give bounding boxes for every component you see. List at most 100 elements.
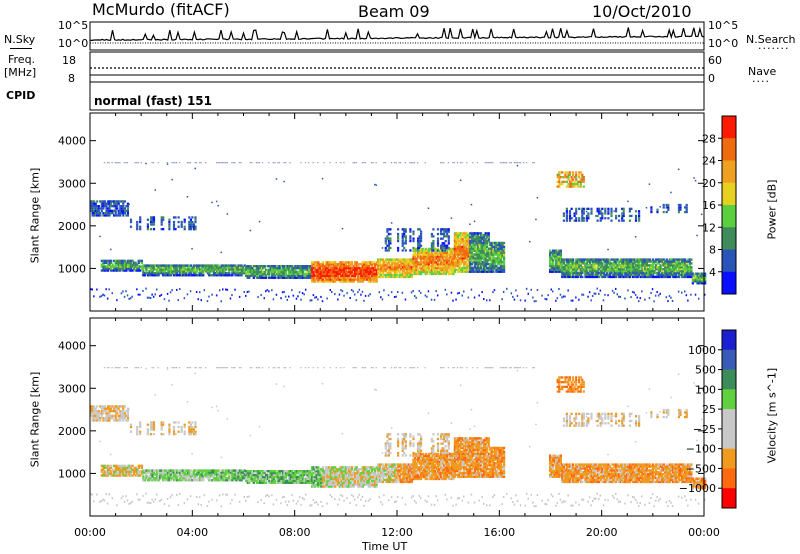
noise-right-tick-top: 10^5 xyxy=(708,19,739,32)
power-cell xyxy=(370,261,374,264)
velocity-cell xyxy=(129,425,133,429)
power-cell xyxy=(493,264,496,268)
power-cell xyxy=(631,262,635,265)
velocity-cell xyxy=(151,479,154,482)
power-cell xyxy=(349,266,352,270)
power-cell xyxy=(312,278,315,281)
power-cell xyxy=(381,258,384,261)
power-cell xyxy=(493,241,496,245)
power-cell xyxy=(484,232,487,235)
velocity-cell xyxy=(99,405,102,408)
power-cell xyxy=(578,260,581,263)
power-cell xyxy=(177,220,180,224)
power-cell xyxy=(690,262,693,265)
power-cell xyxy=(565,180,568,183)
power-cell xyxy=(653,262,656,265)
velocity-cell xyxy=(128,468,131,471)
power-cell xyxy=(552,259,555,262)
power-cell xyxy=(413,255,417,258)
power-cell xyxy=(674,262,678,265)
power-cell xyxy=(354,270,357,274)
power-cell xyxy=(317,274,320,277)
power-dot xyxy=(149,297,152,300)
power-cell xyxy=(573,269,576,273)
velocity-cell xyxy=(222,475,225,478)
power-cell xyxy=(607,258,610,261)
power-cell xyxy=(469,241,472,245)
power-cell xyxy=(618,260,621,263)
velocity-cell xyxy=(157,469,160,472)
velocity-cell xyxy=(235,473,239,476)
power-cell xyxy=(476,236,480,239)
power-cell xyxy=(501,268,504,271)
power-cell xyxy=(565,275,569,279)
power-cell xyxy=(501,243,504,247)
power-cell xyxy=(685,210,688,214)
power-cell xyxy=(364,270,368,274)
power-cell xyxy=(598,210,601,213)
power-cell xyxy=(340,263,343,266)
velocity-cell xyxy=(129,430,133,433)
power-cell xyxy=(613,262,616,265)
power-cell xyxy=(479,251,483,254)
power-cell xyxy=(105,267,108,270)
velocity-cell xyxy=(111,474,114,477)
power-cell xyxy=(572,171,575,174)
power-cell xyxy=(562,275,566,279)
power-cell xyxy=(611,268,615,271)
velocity-dot xyxy=(128,502,130,505)
power-cell xyxy=(208,266,211,269)
power-cell xyxy=(424,263,427,266)
velocity-cell xyxy=(179,471,182,474)
power-dot xyxy=(100,295,103,298)
power-cell xyxy=(645,262,648,265)
power-cell xyxy=(575,262,578,265)
velocity-cell xyxy=(159,471,162,474)
velocity-cell xyxy=(160,428,163,431)
power-cell xyxy=(645,268,648,271)
power-cell xyxy=(684,262,687,265)
power-cell xyxy=(116,263,119,266)
velocity-cell xyxy=(162,475,165,478)
power-cell xyxy=(492,241,495,245)
power-cell xyxy=(464,234,467,237)
velocity-cell xyxy=(126,412,129,415)
power-cell xyxy=(274,274,277,277)
velocity-cell xyxy=(203,473,206,476)
velocity-cell xyxy=(103,472,107,475)
power-cell xyxy=(595,260,598,263)
power-cell xyxy=(607,266,610,269)
power-cell xyxy=(661,264,664,267)
power-cell xyxy=(654,258,658,261)
power-dot xyxy=(234,162,236,164)
power-cell xyxy=(596,262,599,265)
velocity-dot xyxy=(215,499,218,502)
power-cell xyxy=(420,266,423,270)
power-cell xyxy=(258,272,262,276)
power-cell xyxy=(117,200,120,203)
power-cell xyxy=(688,269,691,273)
velocity-dot xyxy=(137,367,139,369)
power-dot xyxy=(476,162,479,164)
power-dot xyxy=(116,299,118,302)
power-cell xyxy=(370,276,374,279)
velocity-cell xyxy=(134,468,137,471)
power-cell xyxy=(651,268,655,271)
power-cell xyxy=(456,232,460,235)
power-dot xyxy=(312,162,314,164)
power-cell xyxy=(438,255,441,258)
power-cell xyxy=(146,218,149,221)
power-cell xyxy=(699,274,702,277)
velocity-cell xyxy=(125,410,128,413)
power-cell xyxy=(249,266,252,270)
power-cell xyxy=(125,267,128,270)
power-cell xyxy=(278,266,282,270)
velocity-cell xyxy=(100,407,103,410)
power-cell xyxy=(146,228,149,231)
power-dot xyxy=(166,163,169,165)
power-cell xyxy=(608,262,612,265)
power-cell xyxy=(387,249,390,252)
power-cell xyxy=(120,200,123,203)
power-dot xyxy=(260,294,262,297)
power-cell xyxy=(476,247,480,250)
